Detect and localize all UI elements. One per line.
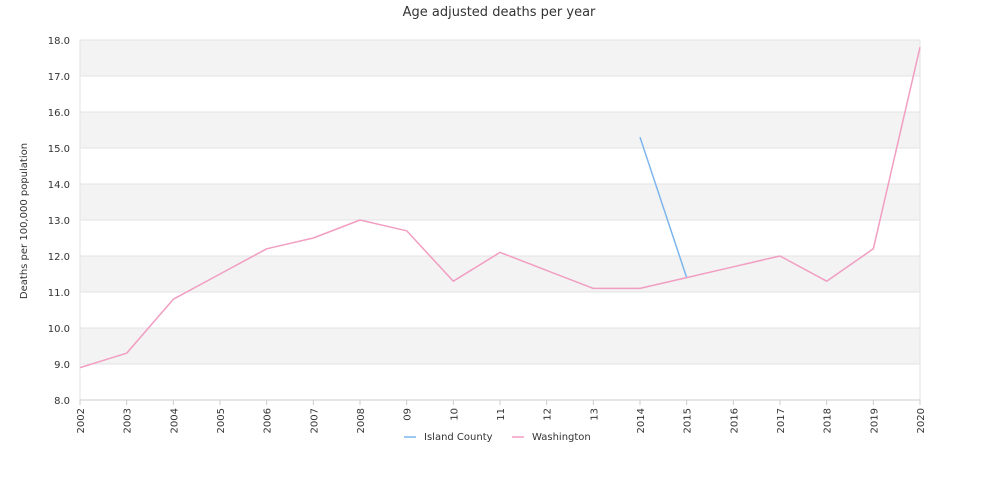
series-lines	[79, 47, 921, 369]
x-tick-label: 2015	[683, 408, 694, 433]
y-tick-label: 12.0	[48, 252, 70, 263]
y-tick-label: 9.0	[54, 360, 70, 371]
y-tick-label: 8.0	[54, 396, 70, 407]
y-tick-label: 17.0	[48, 72, 70, 83]
x-tick-label: 2005	[216, 408, 227, 433]
chart-title: Age adjusted deaths per year	[403, 5, 596, 20]
x-tick-label: 2018	[823, 408, 834, 433]
y-axis-ticks: 8.0 9.0 10.0 11.0 12.0 13.0 14.0 15.0 16.0 17.0 18…	[48, 36, 70, 407]
plot-band	[80, 184, 920, 220]
x-tick-label: 12	[543, 408, 554, 421]
x-tick-label: 2006	[263, 408, 274, 433]
x-tick-label: 10	[449, 408, 460, 421]
x-tick-label: 2016	[729, 408, 740, 433]
legend-label-washington[interactable]: Washington	[532, 432, 591, 443]
y-tick-label: 13.0	[48, 216, 70, 227]
y-tick-label: 10.0	[48, 324, 70, 335]
y-tick-label: 14.0	[48, 180, 70, 191]
y-tick-label: 18.0	[48, 36, 70, 47]
x-tick-label: 2019	[869, 408, 880, 433]
y-axis-label: Deaths per 100,000 population	[19, 143, 30, 299]
x-tick-label: 2014	[636, 408, 647, 433]
x-tick-label: 2007	[309, 408, 320, 433]
x-axis-ticks: 2002 2003 2004 2005 2006 2007 2008 09 10 11 12 13 20…	[76, 400, 927, 433]
x-tick-label: 2020	[916, 408, 927, 433]
x-tick-label: 2004	[169, 408, 180, 433]
plot-band	[80, 328, 920, 364]
y-tick-label: 15.0	[48, 144, 70, 155]
plot-band	[80, 256, 920, 292]
y-tick-label: 16.0	[48, 108, 70, 119]
x-tick-label: 2003	[123, 408, 134, 433]
x-tick-label: 13	[589, 408, 600, 421]
y-tick-label: 11.0	[48, 288, 70, 299]
x-tick-label: 2017	[776, 408, 787, 433]
legend: Island County Washington	[404, 432, 591, 443]
x-tick-label: 2008	[356, 408, 367, 433]
plot-bands	[80, 40, 920, 364]
series-line-washington	[79, 47, 921, 369]
plot-band	[80, 112, 920, 148]
series-line-island-county	[639, 136, 688, 278]
legend-label-island-county[interactable]: Island County	[424, 432, 493, 443]
x-tick-label: 09	[403, 408, 414, 421]
x-tick-label: 2002	[76, 408, 87, 433]
x-tick-label: 11	[496, 408, 507, 421]
plot-band	[80, 40, 920, 76]
